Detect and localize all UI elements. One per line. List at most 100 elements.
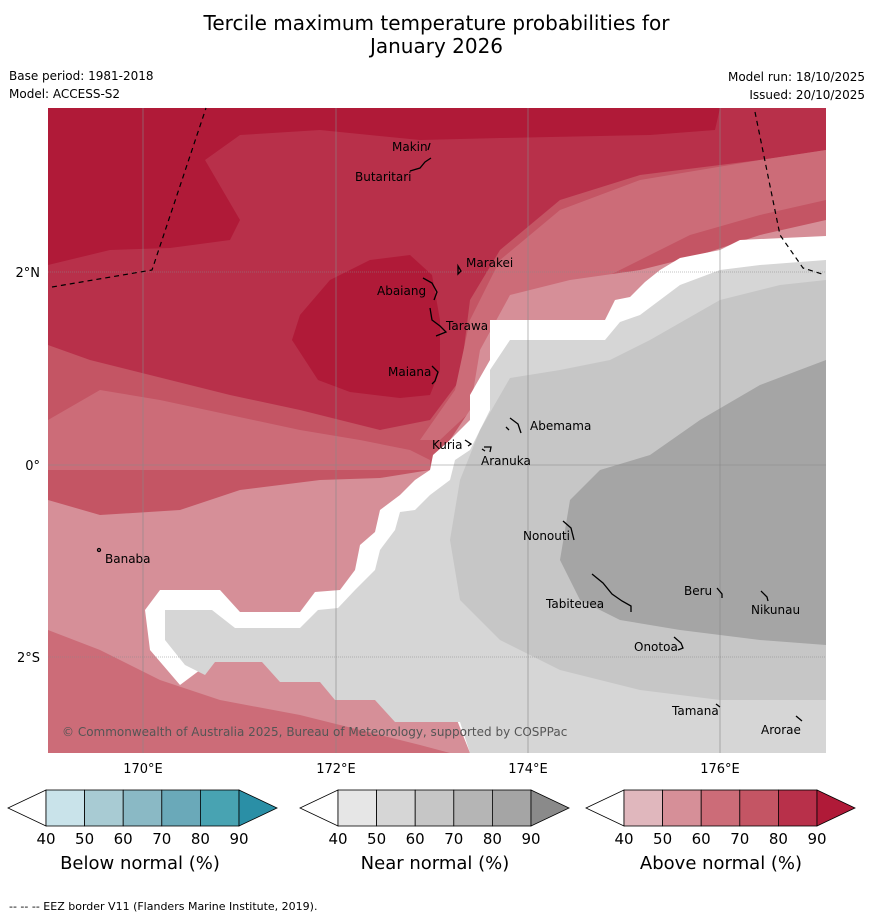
model-run: Model run: 18/10/2025 xyxy=(727,70,865,84)
island-shape-marakei xyxy=(457,263,462,276)
colorbar-near-segment xyxy=(491,789,532,827)
lon-label-174: 174°E xyxy=(508,762,548,777)
island-shape-tabiteuea xyxy=(591,573,632,612)
island-label-makin: Makin xyxy=(392,140,428,154)
colorbar-near: 40 50 60 70 80 90 xyxy=(299,789,570,848)
island-shape-aranuka xyxy=(481,446,492,453)
title-line-1: Tercile maximum temperature probabilitie… xyxy=(203,11,670,35)
colorbar-above-tick: 60 xyxy=(692,830,711,848)
colorbar-below-tick: 60 xyxy=(114,830,133,848)
issued-date: Issued: 20/10/2025 xyxy=(749,88,865,102)
island-shape-abaiang xyxy=(422,277,438,301)
colorbar-below-tick: 70 xyxy=(152,830,171,848)
island-shape-kuria xyxy=(464,439,473,447)
island-shape-nikunau xyxy=(760,590,769,602)
lon-label-170: 170°E xyxy=(123,762,163,777)
island-shape-tamana xyxy=(715,703,721,708)
colorbar-below-tick: 80 xyxy=(191,830,210,848)
colorbar-above-low-extend xyxy=(585,789,625,827)
colorbars: 40 50 60 70 80 90 40 50 60 70 80 90 40 50 60 70 80 90 xyxy=(7,789,856,848)
colorbar-above-tick: 40 xyxy=(614,830,633,848)
lon-label-176: 176°E xyxy=(700,762,740,777)
map-title: Tercile maximum temperature probabilitie… xyxy=(0,12,873,58)
island-label-arorae: Arorae xyxy=(761,723,801,737)
colorbar-near-low-extend xyxy=(299,789,339,827)
colorbar-above-segment xyxy=(739,789,779,827)
colorbar-below-tick: 40 xyxy=(36,830,55,848)
island-label-butaritari: Butaritari xyxy=(355,170,412,184)
eez-border-west xyxy=(51,107,207,288)
colorbar-below-high-extend xyxy=(238,789,278,827)
colorbar-near-high-extend xyxy=(530,789,570,827)
island-shape-maiana xyxy=(431,365,439,385)
colorbar-above-segment xyxy=(662,789,702,827)
colorbar-below-tick: 90 xyxy=(229,830,248,848)
lat-label-2n: 2°N xyxy=(16,266,41,281)
colorbar-above-segment xyxy=(778,789,818,827)
colorbar-below-segment xyxy=(84,789,124,827)
colorbar-near-segment xyxy=(376,789,416,827)
colorbar-below: 40 50 60 70 80 90 xyxy=(7,789,278,848)
colorbar-above-tick: 80 xyxy=(769,830,788,848)
region-above-60-east xyxy=(420,150,826,440)
island-shape-beru xyxy=(716,587,723,598)
eez-footnote: -- -- -- EEZ border V11 (Flanders Marine… xyxy=(9,900,318,913)
colorbar-below-segment xyxy=(45,789,85,827)
colorbar-near-tick: 90 xyxy=(521,830,540,848)
island-shape-makin xyxy=(427,142,431,151)
island-label-tarawa: Tarawa xyxy=(445,319,488,333)
colorbar-above-tick: 70 xyxy=(730,830,749,848)
colorbar-near-tick: 70 xyxy=(444,830,463,848)
eez-border xyxy=(51,107,823,288)
colorbar-near-segment xyxy=(453,789,493,827)
island-label-marakei: Marakei xyxy=(466,256,513,270)
island-label-tamana: Tamana xyxy=(671,704,719,718)
island-label-kuria: Kuria xyxy=(432,438,463,452)
colorbar-above-high-extend xyxy=(816,789,856,827)
colorbar-below-tick: 50 xyxy=(75,830,94,848)
colorbar-label-below: Below normal (%) xyxy=(60,853,220,874)
island-shape-onotoa xyxy=(673,636,684,651)
colorbar-near-tick: 80 xyxy=(483,830,502,848)
title-line-2: January 2026 xyxy=(369,34,504,58)
colorbar-below-segment xyxy=(199,789,240,827)
island-label-nonouti: Nonouti xyxy=(523,529,570,543)
island-shape-arorae xyxy=(795,715,803,722)
island-label-onotoa: Onotoa xyxy=(634,640,678,654)
island-label-abemama: Abemama xyxy=(530,419,591,433)
island-label-nikunau: Nikunau xyxy=(751,603,800,617)
colorbar-above-segment xyxy=(623,789,663,827)
base-period: Base period: 1981-2018 xyxy=(9,69,154,83)
island-label-banaba: Banaba xyxy=(105,552,151,566)
colorbar-below-low-extend xyxy=(7,789,47,827)
copyright-notice: © Commonwealth of Australia 2025, Bureau… xyxy=(62,725,567,739)
probability-field xyxy=(48,108,826,753)
lon-label-172: 172°E xyxy=(316,762,356,777)
colorbar-below-segment xyxy=(161,789,201,827)
island-label-beru: Beru xyxy=(684,584,712,598)
colorbar-label-above: Above normal (%) xyxy=(639,853,803,874)
island-shape-nonouti xyxy=(562,520,575,541)
colorbar-near-tick: 50 xyxy=(367,830,386,848)
island-label-maiana: Maiana xyxy=(388,365,431,379)
island-label-tabiteuea: Tabiteuea xyxy=(545,597,604,611)
island-shape-butaritari xyxy=(409,157,432,172)
colorbar-label-near: Near normal (%) xyxy=(360,853,510,874)
region-above-60-sw xyxy=(48,630,450,753)
lat-label-0: 0° xyxy=(25,459,40,474)
island-outlines xyxy=(96,142,803,722)
region-above-60 xyxy=(48,390,430,470)
colorbar-above-tick: 50 xyxy=(653,830,672,848)
colorbar-above-segment xyxy=(700,789,741,827)
region-near-70 xyxy=(560,360,826,645)
island-shape-banaba xyxy=(96,547,102,553)
colorbar-near-segment xyxy=(414,789,455,827)
island-shape-tarawa xyxy=(429,307,448,337)
colorbar-above: 40 50 60 70 80 90 xyxy=(585,789,856,848)
island-shape-abemama xyxy=(505,417,522,434)
colorbar-near-segment xyxy=(337,789,377,827)
island-label-aranuka: Aranuka xyxy=(481,454,531,468)
model-name: Model: ACCESS-S2 xyxy=(9,87,121,101)
region-above-80-band xyxy=(48,108,826,430)
